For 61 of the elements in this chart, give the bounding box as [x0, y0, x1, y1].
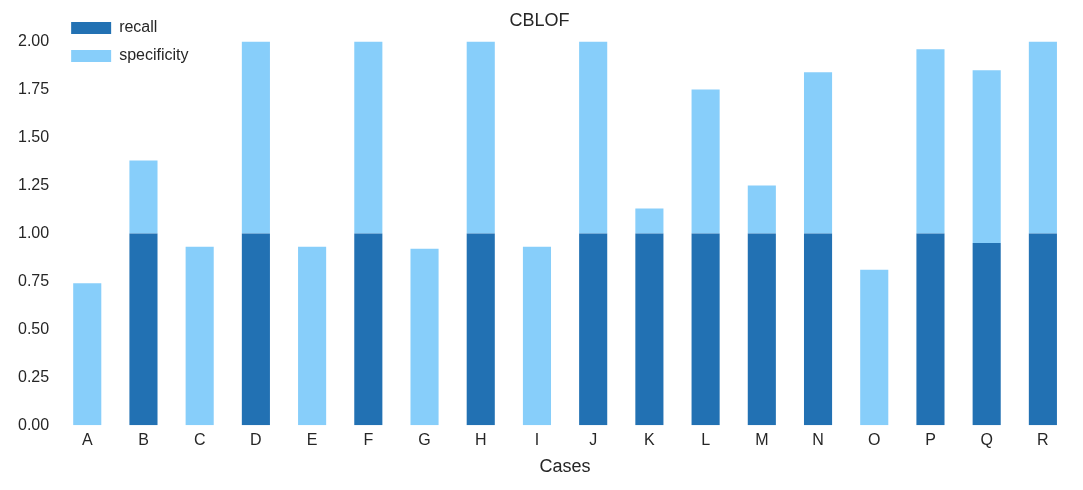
bar: [691, 233, 720, 426]
bar: [298, 246, 327, 426]
bar: [747, 233, 776, 426]
bar: [747, 185, 776, 234]
x-tick-label: F: [363, 431, 374, 449]
x-tick-label: J: [589, 431, 598, 449]
y-tick-label: 0.00: [18, 415, 50, 433]
bar: [803, 233, 833, 426]
y-tick-label: 0.50: [18, 319, 50, 337]
y-tick-label: 0.25: [18, 367, 50, 385]
x-tick-label: H: [474, 431, 487, 449]
x-tick-label: M: [755, 431, 769, 449]
bar: [635, 233, 664, 426]
bar: [579, 41, 608, 234]
bar: [972, 70, 1001, 243]
x-tick-label: P: [925, 431, 936, 449]
bar: [73, 283, 102, 426]
legend-label: specificity: [119, 46, 189, 64]
x-tick-label: B: [138, 431, 149, 449]
x-tick-label: O: [868, 431, 881, 449]
x-tick-label: D: [250, 431, 262, 449]
x-tick-label: R: [1037, 431, 1049, 449]
bar: [972, 242, 1001, 426]
x-tick-label: K: [644, 431, 656, 449]
x-tick-label: Q: [980, 431, 993, 449]
bar: [354, 41, 383, 234]
bar: [860, 269, 889, 426]
x-tick-label: E: [306, 431, 318, 449]
chart-title: CBLOF: [509, 9, 570, 30]
y-tick-label: 0.75: [18, 271, 50, 289]
x-tick-label: I: [534, 431, 540, 449]
x-tick-label: A: [81, 431, 93, 449]
x-axis-title: Cases: [539, 456, 591, 477]
y-tick-label: 1.50: [18, 127, 50, 145]
y-tick-label: 2.00: [18, 32, 50, 50]
x-tick-label: C: [193, 431, 206, 449]
y-tick-label: 1.00: [18, 223, 50, 241]
bar: [1028, 233, 1057, 426]
bar: [354, 233, 383, 426]
x-tick-label: L: [701, 431, 711, 449]
bar: [466, 233, 495, 426]
bar: [803, 72, 833, 234]
bar: [129, 233, 158, 426]
bar: [522, 246, 552, 426]
bar: [691, 89, 720, 234]
bar: [410, 248, 439, 426]
bar: [466, 41, 495, 234]
y-tick-label: 1.75: [18, 79, 50, 97]
bar: [1028, 41, 1057, 234]
bar: [241, 233, 270, 426]
y-tick-label: 1.25: [18, 175, 50, 193]
bar: [185, 246, 214, 426]
bar: [916, 49, 945, 234]
x-tick-label: N: [812, 431, 824, 449]
bar: [579, 233, 608, 426]
legend-label: recall: [119, 18, 158, 36]
x-tick-label: G: [418, 431, 431, 449]
bar: [916, 233, 945, 426]
bar: [635, 208, 664, 234]
bar: [129, 160, 158, 234]
bar: [241, 41, 270, 234]
